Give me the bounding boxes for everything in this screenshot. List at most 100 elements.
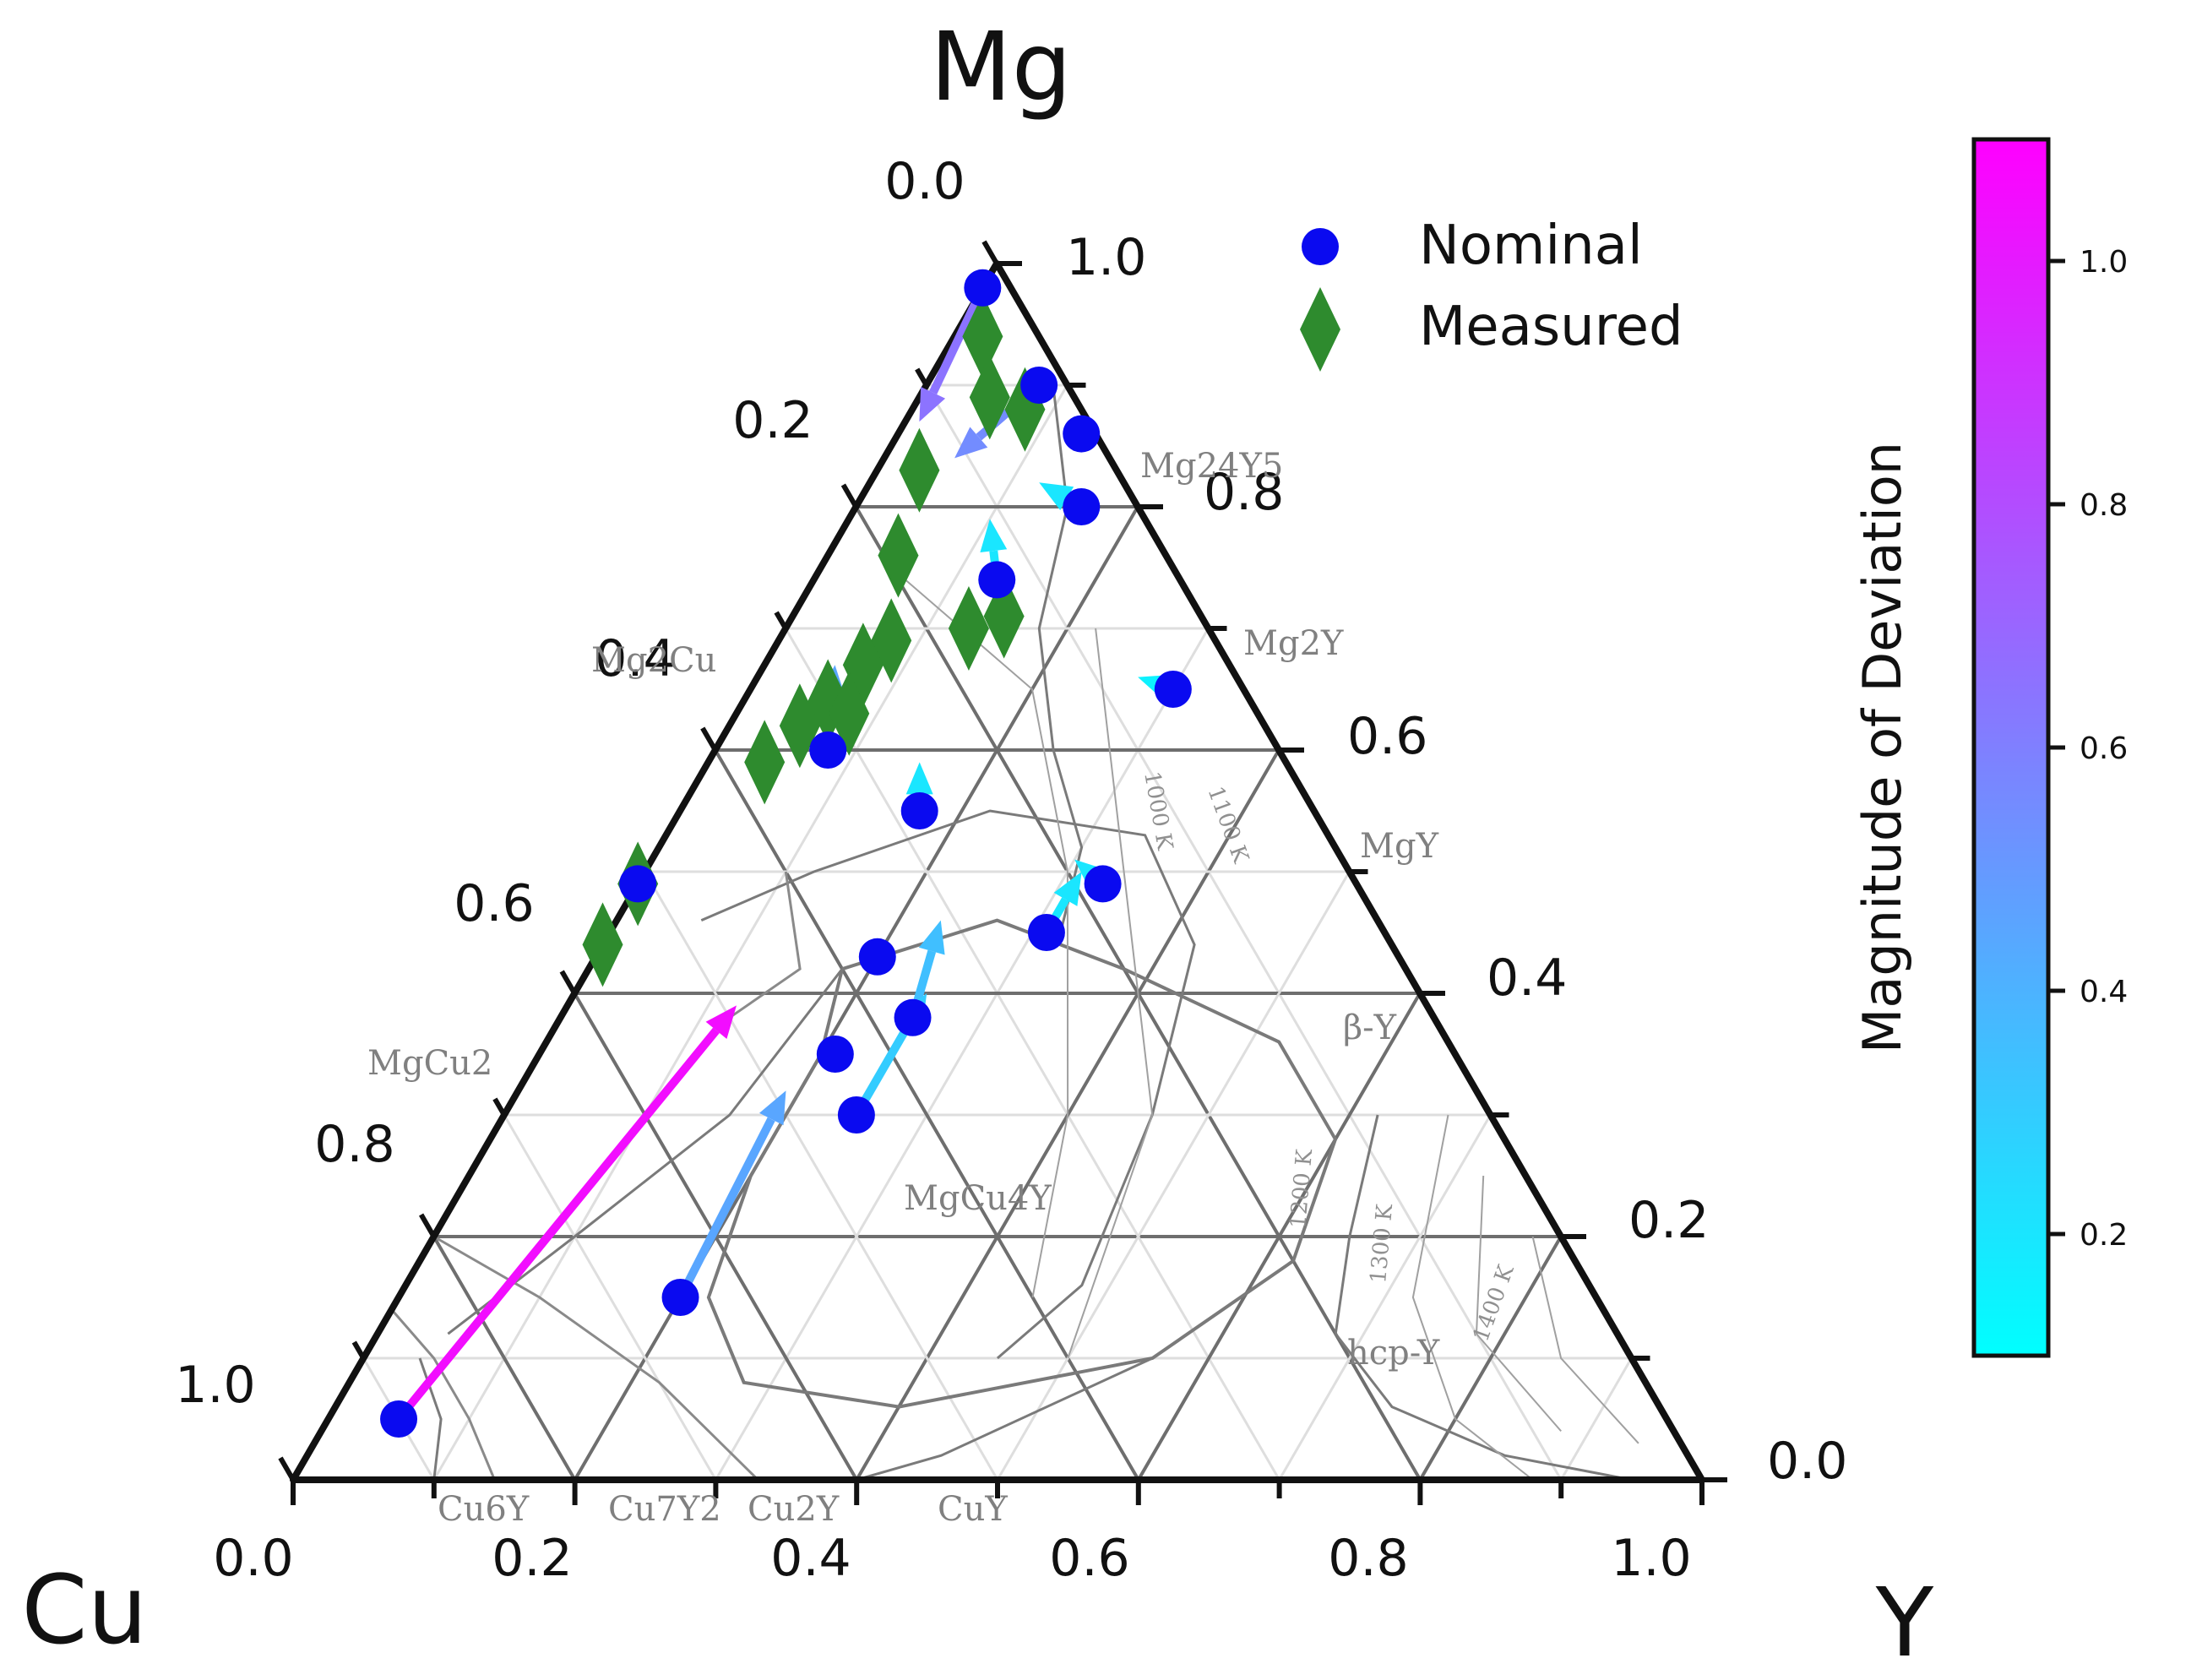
- phase-label: Cu6Y: [438, 1490, 530, 1529]
- nominal-point: [809, 731, 846, 769]
- bottom-tick-label: 0.0: [213, 1529, 293, 1588]
- nominal-point: [1085, 865, 1122, 902]
- axis-tick: [421, 1215, 434, 1237]
- temperature-label: 1400 K: [1468, 1261, 1519, 1345]
- nominal-point: [901, 792, 938, 829]
- colorbar-tick-label: 0.4: [2080, 975, 2128, 1009]
- nominal-point: [859, 938, 896, 976]
- colorbar-tick-label: 1.0: [2080, 245, 2128, 280]
- phase-label: Cu7Y2: [608, 1490, 721, 1529]
- axis-tick: [703, 728, 715, 750]
- axis-tick: [562, 971, 574, 993]
- triangle-frame: [280, 242, 1727, 1505]
- axis-tick: [843, 485, 856, 507]
- temperature-label: 1300 K: [1366, 1203, 1398, 1285]
- phase-label: Cu2Y: [748, 1490, 840, 1529]
- nominal-point: [619, 865, 656, 902]
- left-tick-label: 0.6: [454, 874, 534, 933]
- axis-tick: [984, 242, 997, 264]
- phase-label: MgCu4Y: [904, 1179, 1052, 1218]
- colorbar-tick-label: 0.6: [2080, 731, 2128, 766]
- nominal-point: [1028, 914, 1065, 951]
- nominal-point: [894, 999, 932, 1036]
- phase-label: hcp-Y: [1347, 1334, 1440, 1373]
- bottom-tick-label: 1.0: [1611, 1529, 1691, 1588]
- right-tick-label: 0.2: [1628, 1191, 1709, 1250]
- right-tick-label: 0.4: [1487, 949, 1567, 1008]
- legend-measured-marker: [1300, 287, 1340, 372]
- phase-boundary: [701, 811, 1194, 1358]
- colorbar-label: Magnitude of Deviation: [1851, 442, 1913, 1053]
- temperature-label: 1200 K: [1286, 1148, 1318, 1230]
- nominal-point: [1063, 488, 1100, 525]
- phase-label: CuY: [938, 1490, 1008, 1529]
- nominal-point: [1063, 416, 1100, 453]
- deviation-arrow-head: [919, 921, 945, 955]
- bottom-tick-label: 0.8: [1328, 1529, 1408, 1588]
- grid-line-y: [715, 628, 1208, 1480]
- nominal-point: [817, 1036, 854, 1073]
- temperature-label: 1100 K: [1202, 783, 1253, 867]
- bottom-tick-label: 0.4: [770, 1529, 851, 1588]
- left-tick-label: 0.0: [884, 152, 965, 211]
- grid-line-cu: [645, 872, 998, 1480]
- bottom-tick-label: 0.2: [492, 1529, 572, 1588]
- bottom-tick-label: 0.6: [1049, 1529, 1129, 1588]
- deviation-arrow-shaft: [399, 1030, 716, 1419]
- vertex-label-top: Mg: [930, 13, 1072, 122]
- left-tick-label: 1.0: [175, 1356, 255, 1415]
- vertex-labels: Mg Cu Y: [21, 13, 1933, 1676]
- deviation-arrow-head: [980, 519, 1007, 552]
- vertex-label-right: Y: [1875, 1569, 1934, 1676]
- nominal-point: [1155, 671, 1192, 708]
- nominal-point: [964, 269, 1001, 307]
- phase-boundary: [1039, 385, 1081, 932]
- axis-tick: [917, 369, 927, 385]
- grid-line-cu: [927, 385, 1562, 1480]
- measured-point: [949, 586, 989, 671]
- colorbar: 0.2 0.4 0.6 0.8 1.0 Magnitude of Deviation: [1851, 139, 2128, 1356]
- nominal-point: [662, 1279, 699, 1316]
- measured-point: [970, 355, 1010, 439]
- phase-label: MgY: [1360, 827, 1439, 866]
- grid-line-y: [1561, 1358, 1631, 1480]
- phase-label: β-Y: [1343, 1009, 1397, 1047]
- nominal-point: [1020, 367, 1058, 404]
- colorbar-tick-label: 0.8: [2080, 488, 2128, 523]
- axis-tick: [280, 1458, 293, 1480]
- nominal-point: [978, 561, 1015, 598]
- legend-nominal-label: Nominal: [1419, 215, 1643, 277]
- colorbar-gradient: [1974, 139, 2048, 1356]
- phase-boundary: [856, 1358, 1152, 1480]
- right-tick-label: 1.0: [1066, 228, 1146, 287]
- isotherm-line: [1413, 1115, 1533, 1480]
- deviation-arrow-head: [906, 762, 933, 794]
- axis-tick: [495, 1099, 504, 1115]
- axis-tick: [776, 612, 786, 628]
- nominal-point: [380, 1400, 417, 1438]
- right-tick-label: 0.6: [1347, 707, 1427, 766]
- left-tick-label: 0.2: [732, 391, 813, 450]
- deviation-arrow-shaft: [681, 1119, 772, 1297]
- legend-nominal-marker: [1302, 228, 1339, 265]
- right-tick-label: 0.0: [1767, 1432, 1847, 1491]
- left-tick-label: 0.8: [314, 1115, 394, 1174]
- colorbar-tick-label: 0.2: [2080, 1218, 2128, 1253]
- vertex-label-left: Cu: [21, 1556, 147, 1666]
- measured-point: [899, 428, 939, 513]
- phase-label: Mg2Cu: [591, 641, 716, 680]
- axis-tick: [354, 1342, 363, 1358]
- phase-boundary-lines: [392, 385, 1639, 1480]
- phase-label: Mg24Y5: [1140, 447, 1283, 486]
- temperature-label: 1000 K: [1139, 769, 1177, 852]
- colorbar-ticks: 0.2 0.4 0.6 0.8 1.0: [2048, 245, 2128, 1253]
- measured-point: [744, 720, 785, 804]
- phase-labels: Mg24Y5 Mg2Y MgY Mg2Cu MgCu2 MgCu4Y Cu6Y …: [367, 447, 1520, 1529]
- legend: Nominal Measured: [1300, 215, 1683, 372]
- phase-boundary: [392, 1309, 495, 1480]
- phase-label: Mg2Y: [1243, 624, 1344, 663]
- nominal-point: [838, 1096, 875, 1134]
- legend-measured-label: Measured: [1419, 296, 1683, 358]
